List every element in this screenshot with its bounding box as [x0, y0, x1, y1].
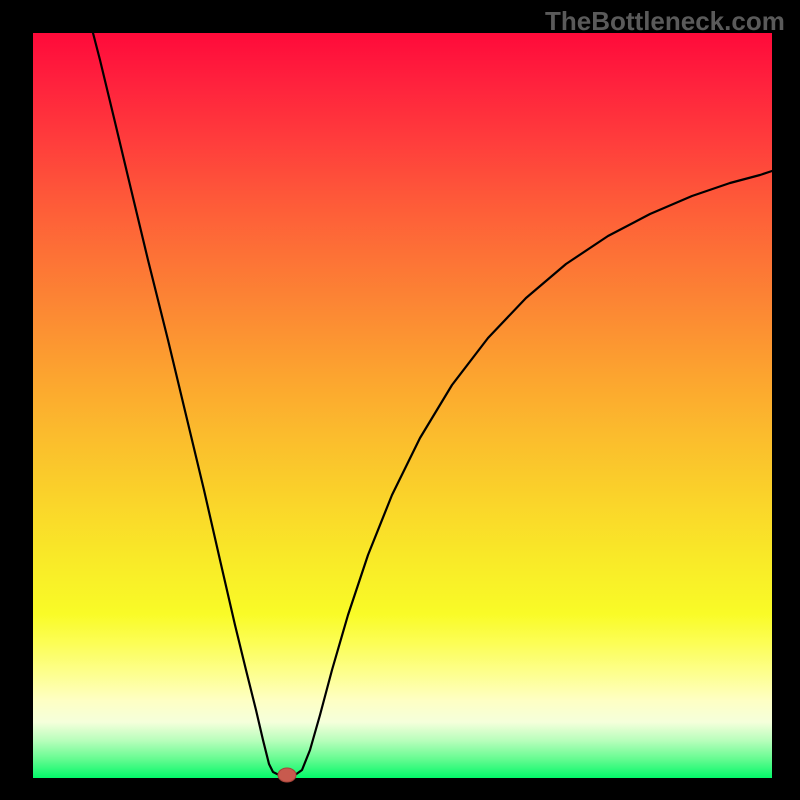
chart-svg	[0, 0, 800, 800]
bottleneck-curve	[93, 33, 772, 776]
minimum-marker-dot	[278, 768, 296, 782]
watermark-text: TheBottleneck.com	[545, 6, 785, 37]
